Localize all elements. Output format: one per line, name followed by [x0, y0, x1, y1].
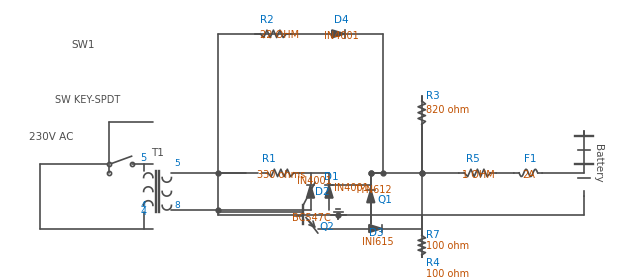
- Text: T1: T1: [151, 148, 164, 158]
- Text: SW1: SW1: [72, 40, 95, 50]
- Text: R1: R1: [262, 154, 276, 164]
- Text: F1: F1: [524, 154, 536, 164]
- Text: R7: R7: [427, 230, 440, 240]
- Text: Q2: Q2: [320, 222, 335, 232]
- Polygon shape: [332, 30, 345, 38]
- Text: 4: 4: [141, 201, 146, 210]
- Text: D1: D1: [325, 172, 339, 182]
- Text: 1 OHM: 1 OHM: [462, 170, 495, 181]
- Text: 8: 8: [174, 201, 180, 210]
- Text: 2A: 2A: [522, 170, 534, 181]
- Text: 820 ohm: 820 ohm: [427, 105, 470, 115]
- Text: INI615: INI615: [361, 237, 393, 247]
- Text: R4: R4: [427, 258, 440, 268]
- Text: 100 ohm: 100 ohm: [427, 269, 470, 277]
- Text: D3: D3: [369, 228, 384, 238]
- Text: 100 ohm: 100 ohm: [427, 241, 470, 251]
- Text: Battery: Battery: [593, 144, 604, 183]
- Text: D2: D2: [315, 187, 330, 197]
- Text: 22 OHM: 22 OHM: [259, 30, 299, 40]
- Polygon shape: [307, 185, 314, 198]
- Text: SW KEY-SPDT: SW KEY-SPDT: [55, 95, 120, 105]
- Text: 5: 5: [141, 153, 146, 163]
- Text: R2: R2: [259, 15, 273, 25]
- Text: 5: 5: [174, 160, 180, 168]
- Text: BC547C: BC547C: [292, 213, 331, 223]
- Polygon shape: [369, 225, 382, 232]
- Text: IN4001: IN4001: [333, 183, 368, 193]
- Polygon shape: [367, 189, 375, 202]
- Text: 4: 4: [141, 207, 146, 217]
- Text: Q1: Q1: [377, 194, 392, 205]
- Text: 330 ohms: 330 ohms: [257, 170, 305, 181]
- Text: 230V AC: 230V AC: [29, 132, 73, 142]
- Text: IN4001: IN4001: [297, 176, 332, 186]
- Text: IN4001: IN4001: [325, 31, 359, 41]
- Polygon shape: [325, 185, 333, 198]
- Text: TYN612: TYN612: [354, 185, 392, 195]
- Text: R5: R5: [466, 154, 480, 164]
- Text: D4: D4: [333, 15, 348, 25]
- Text: R3: R3: [427, 91, 440, 101]
